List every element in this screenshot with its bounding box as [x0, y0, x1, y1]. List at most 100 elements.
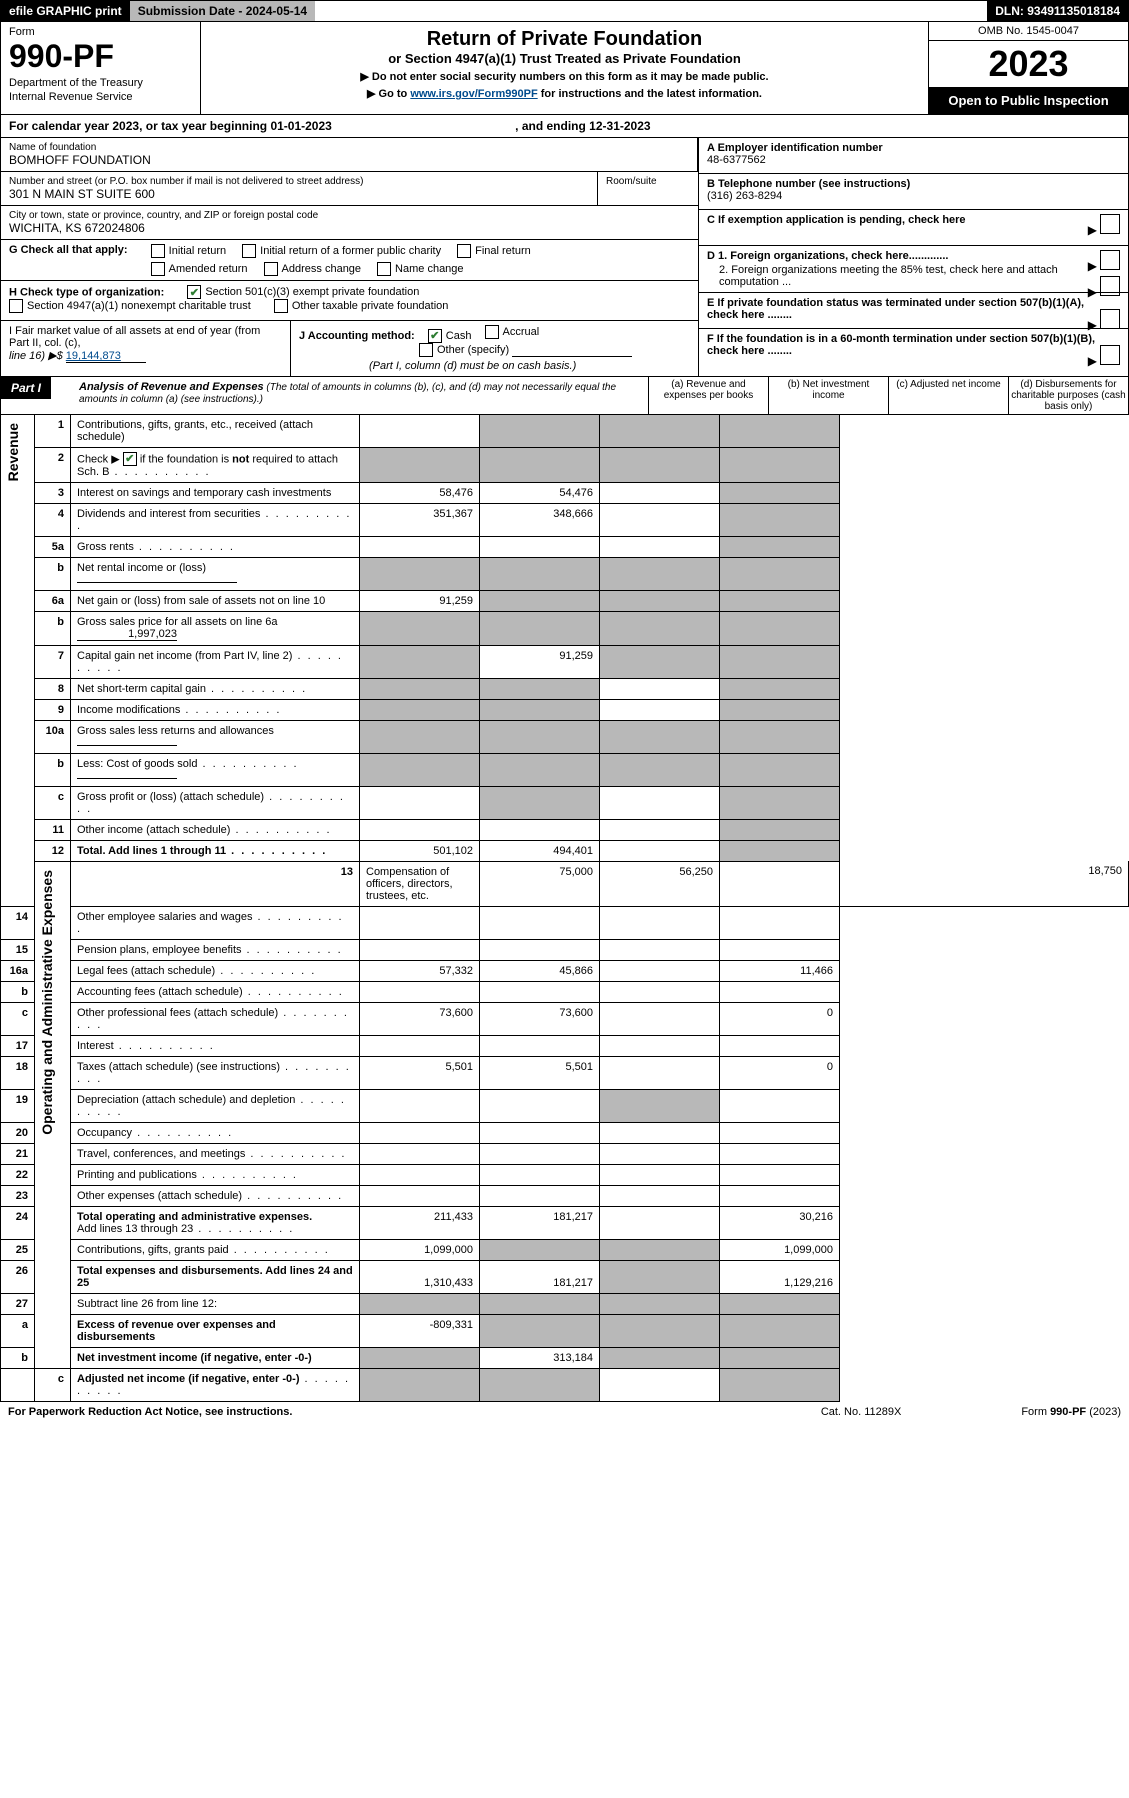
row-16a: 16aLegal fees (attach schedule)57,33245,…	[1, 960, 1129, 981]
row-2: 2Check ▶ ✔ if the foundation is not requ…	[1, 447, 1129, 482]
row-8: 8Net short-term capital gain	[1, 678, 1129, 699]
analysis-table: Revenue 1Contributions, gifts, grants, e…	[0, 415, 1129, 1402]
top-bar: efile GRAPHIC print Submission Date - 20…	[0, 0, 1129, 22]
h-section: H Check type of organization: ✔Section 5…	[1, 281, 698, 321]
ein-label: A Employer identification number	[707, 142, 1120, 154]
row-20: 20Occupancy	[1, 1122, 1129, 1143]
chk-final[interactable]	[457, 244, 471, 258]
open-public: Open to Public Inspection	[929, 87, 1128, 114]
form-title: Return of Private Foundation	[207, 28, 922, 51]
row-3: 3Interest on savings and temporary cash …	[1, 482, 1129, 503]
fmv-value[interactable]: 19,144,873	[66, 350, 146, 363]
chk-d1[interactable]	[1100, 250, 1120, 270]
chk-d2[interactable]	[1100, 276, 1120, 296]
id-block: Name of foundation BOMHOFF FOUNDATION Nu…	[0, 138, 1129, 377]
row-25: 25Contributions, gifts, grants paid1,099…	[1, 1239, 1129, 1260]
row-27b: bNet investment income (if negative, ent…	[1, 1347, 1129, 1368]
chk-name-change[interactable]	[377, 262, 391, 276]
city-label: City or town, state or province, country…	[9, 210, 690, 221]
submission-date: Submission Date - 2024-05-14	[130, 1, 315, 21]
form-header: Form 990-PF Department of the Treasury I…	[0, 22, 1129, 115]
dln-label: DLN: 93491135018184	[987, 1, 1128, 21]
f-section: F If the foundation is in a 60-month ter…	[699, 329, 1128, 365]
chk-schb[interactable]: ✔	[123, 452, 137, 466]
col-d-hdr: (d) Disbursements for charitable purpose…	[1008, 377, 1128, 414]
revenue-label: Revenue	[1, 415, 25, 489]
row-18: 18Taxes (attach schedule) (see instructi…	[1, 1056, 1129, 1089]
d-section: D 1. Foreign organizations, check here..…	[699, 246, 1128, 293]
chk-amended[interactable]	[151, 262, 165, 276]
row-14: 14Other employee salaries and wages	[1, 906, 1129, 939]
row-5a: 5aGross rents	[1, 536, 1129, 557]
row-9: 9Income modifications	[1, 699, 1129, 720]
expenses-label: Operating and Administrative Expenses	[35, 862, 59, 1143]
row-27: 27Subtract line 26 from line 12:	[1, 1293, 1129, 1314]
c-section: C If exemption application is pending, c…	[699, 210, 1128, 246]
chk-f[interactable]	[1100, 345, 1120, 365]
col-c-hdr: (c) Adjusted net income	[888, 377, 1008, 414]
row-17: 17Interest	[1, 1035, 1129, 1056]
j-note: (Part I, column (d) must be on cash basi…	[369, 360, 690, 372]
page-footer: For Paperwork Reduction Act Notice, see …	[0, 1402, 1129, 1422]
row-4: 4Dividends and interest from securities3…	[1, 503, 1129, 536]
instr-goto: ▶ Go to www.irs.gov/Form990PF for instru…	[207, 87, 922, 100]
chk-addr-change[interactable]	[264, 262, 278, 276]
row-26: 26Total expenses and disbursements. Add …	[1, 1260, 1129, 1293]
row-6b: bGross sales price for all assets on lin…	[1, 611, 1129, 645]
instr-ssn: ▶ Do not enter social security numbers o…	[207, 70, 922, 83]
row-13: Operating and Administrative Expenses 13…	[1, 861, 1129, 906]
room-label: Room/suite	[606, 176, 690, 187]
chk-cash[interactable]: ✔	[428, 329, 442, 343]
col-a-hdr: (a) Revenue and expenses per books	[648, 377, 768, 414]
form-ref: Form 990-PF (2023)	[1021, 1406, 1121, 1418]
chk-other-tax[interactable]	[274, 299, 288, 313]
row-23: 23Other expenses (attach schedule)	[1, 1185, 1129, 1206]
e-section: E If private foundation status was termi…	[699, 293, 1128, 329]
tax-year: 2023	[929, 41, 1128, 87]
row-16c: cOther professional fees (attach schedul…	[1, 1002, 1129, 1035]
chk-e[interactable]	[1100, 309, 1120, 329]
chk-initial[interactable]	[151, 244, 165, 258]
foundation-name: BOMHOFF FOUNDATION	[9, 153, 689, 167]
phone-label: B Telephone number (see instructions)	[707, 178, 1120, 190]
row-10c: cGross profit or (loss) (attach schedule…	[1, 786, 1129, 819]
row-1: Revenue 1Contributions, gifts, grants, e…	[1, 415, 1129, 448]
address: 301 N MAIN ST SUITE 600	[9, 187, 589, 201]
g-section: G Check all that apply: Initial return I…	[1, 240, 698, 281]
row-11: 11Other income (attach schedule)	[1, 819, 1129, 840]
form-label: Form	[9, 26, 192, 38]
row-7: 7Capital gain net income (from Part IV, …	[1, 645, 1129, 678]
row-10b: bLess: Cost of goods sold	[1, 753, 1129, 786]
row-27a: aExcess of revenue over expenses and dis…	[1, 1314, 1129, 1347]
paperwork-notice: For Paperwork Reduction Act Notice, see …	[8, 1406, 292, 1418]
form-subtitle: or Section 4947(a)(1) Trust Treated as P…	[207, 51, 922, 66]
chk-c[interactable]	[1100, 214, 1120, 234]
col-b-hdr: (b) Net investment income	[768, 377, 888, 414]
chk-501c3[interactable]: ✔	[187, 285, 201, 299]
i-label: I Fair market value of all assets at end…	[9, 325, 282, 349]
calendar-year-row: For calendar year 2023, or tax year begi…	[0, 115, 1129, 138]
row-15: 15Pension plans, employee benefits	[1, 939, 1129, 960]
name-label: Name of foundation	[9, 142, 689, 153]
row-10a: 10aGross sales less returns and allowanc…	[1, 720, 1129, 753]
city-state-zip: WICHITA, KS 672024806	[9, 221, 690, 235]
chk-4947[interactable]	[9, 299, 23, 313]
chk-initial-former[interactable]	[242, 244, 256, 258]
row-16b: bAccounting fees (attach schedule)	[1, 981, 1129, 1002]
ein-value: 48-6377562	[707, 154, 1120, 166]
chk-accrual[interactable]	[485, 325, 499, 339]
row-22: 22Printing and publications	[1, 1164, 1129, 1185]
part1-header: Part I Analysis of Revenue and Expenses …	[0, 377, 1129, 415]
cat-no: Cat. No. 11289X	[821, 1406, 902, 1418]
efile-label: efile GRAPHIC print	[1, 1, 130, 21]
part1-label: Part I	[1, 377, 51, 399]
row-27c: cAdjusted net income (if negative, enter…	[1, 1368, 1129, 1401]
phone-value: (316) 263-8294	[707, 190, 1120, 202]
row-12: 12Total. Add lines 1 through 11501,10249…	[1, 840, 1129, 861]
dept-treasury: Department of the Treasury	[9, 77, 192, 89]
row-19: 19Depreciation (attach schedule) and dep…	[1, 1089, 1129, 1122]
chk-other-method[interactable]	[419, 343, 433, 357]
row-21: 21Travel, conferences, and meetings	[1, 1143, 1129, 1164]
irs-link[interactable]: www.irs.gov/Form990PF	[410, 88, 537, 100]
omb-number: OMB No. 1545-0047	[929, 22, 1128, 41]
